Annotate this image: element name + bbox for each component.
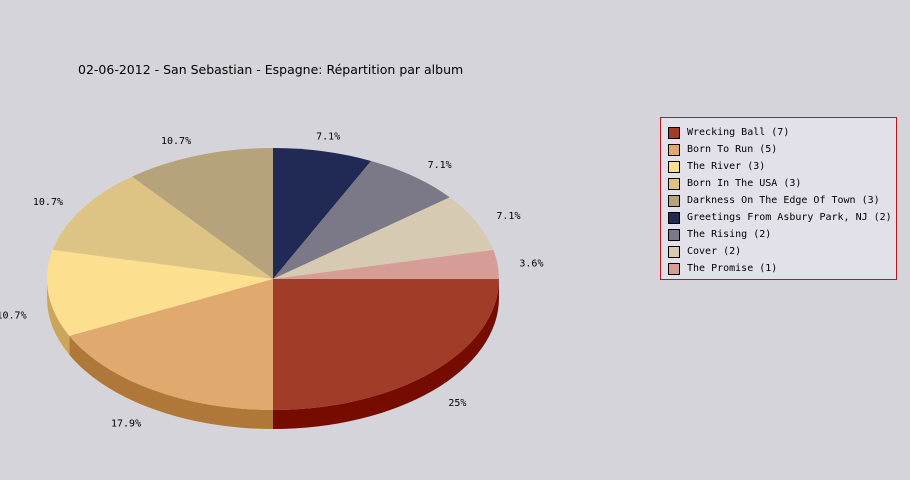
legend-item-8: The Promise (1): [661, 260, 896, 277]
pie-label-1: 17.9%: [111, 419, 141, 430]
legend-item-4: Darkness On The Edge Of Town (3): [661, 192, 896, 209]
legend-label-8: The Promise (1): [687, 263, 778, 274]
pie-slice-5: [273, 148, 372, 279]
legend-swatch-6: [668, 228, 680, 241]
pie-sides: [47, 279, 499, 429]
pie-label-3: 10.7%: [33, 197, 63, 208]
legend-swatch-4: [668, 194, 680, 207]
pie-side-0: [273, 279, 499, 429]
legend-label-2: The River (3): [687, 161, 766, 172]
legend-label-6: The Rising (2): [687, 229, 772, 240]
pie-label-0: 25%: [448, 398, 466, 409]
legend-item-1: Born To Run (5): [661, 141, 896, 158]
legend-label-5: Greetings From Asbury Park, NJ (2): [687, 212, 892, 223]
legend-label-0: Wrecking Ball (7): [687, 127, 790, 138]
legend-swatch-2: [668, 160, 680, 173]
pie-slice-7: [273, 197, 494, 279]
legend: Wrecking Ball (7) Born To Run (5) The Rive…: [660, 117, 897, 280]
legend-item-0: Wrecking Ball (7): [661, 124, 896, 141]
pie-slice-8: [273, 249, 499, 279]
legend-item-3: Born In The USA (3): [661, 175, 896, 192]
pie-label-6: 7.1%: [428, 160, 452, 171]
pie-slice-3: [52, 176, 273, 279]
legend-swatch-7: [668, 245, 680, 258]
pie-slice-1: [69, 279, 273, 411]
legend-label-7: Cover (2): [687, 246, 742, 257]
pie-slice-6: [273, 160, 450, 279]
legend-label-1: Born To Run (5): [687, 144, 778, 155]
pie-tops: [46, 148, 499, 411]
legend-swatch-5: [668, 211, 680, 224]
pie-labels: 25% 17.9% 10.7% 10.7% 10.7% 7.1% 7.1% 7.1% 3.6%: [0, 132, 543, 430]
chart-title: 02-06-2012 - San Sebastian - Espagne: Ré…: [78, 62, 464, 77]
legend-item-5: Greetings From Asbury Park, NJ (2): [661, 209, 896, 226]
legend-label-3: Born In The USA (3): [687, 178, 802, 189]
legend-item-6: The Rising (2): [661, 226, 896, 243]
pie-label-8: 3.6%: [519, 259, 543, 270]
pie-side-1: [69, 335, 273, 429]
legend-label-4: Darkness On The Edge Of Town (3): [687, 195, 880, 206]
legend-swatch-3: [668, 177, 680, 190]
pie-slice-0: [273, 279, 499, 410]
pie-side-2: [47, 279, 70, 355]
pie-label-2: 10.7%: [0, 311, 27, 322]
legend-swatch-0: [668, 126, 680, 139]
legend-item-2: The River (3): [661, 158, 896, 175]
pie-slice-2: [46, 249, 273, 336]
pie-label-5: 7.1%: [316, 132, 340, 143]
pie-label-7: 7.1%: [496, 211, 520, 222]
legend-swatch-8: [668, 262, 680, 275]
legend-swatch-1: [668, 143, 680, 156]
legend-item-7: Cover (2): [661, 243, 896, 260]
pie-label-4: 10.7%: [161, 136, 191, 147]
pie-slice-4: [132, 148, 273, 279]
